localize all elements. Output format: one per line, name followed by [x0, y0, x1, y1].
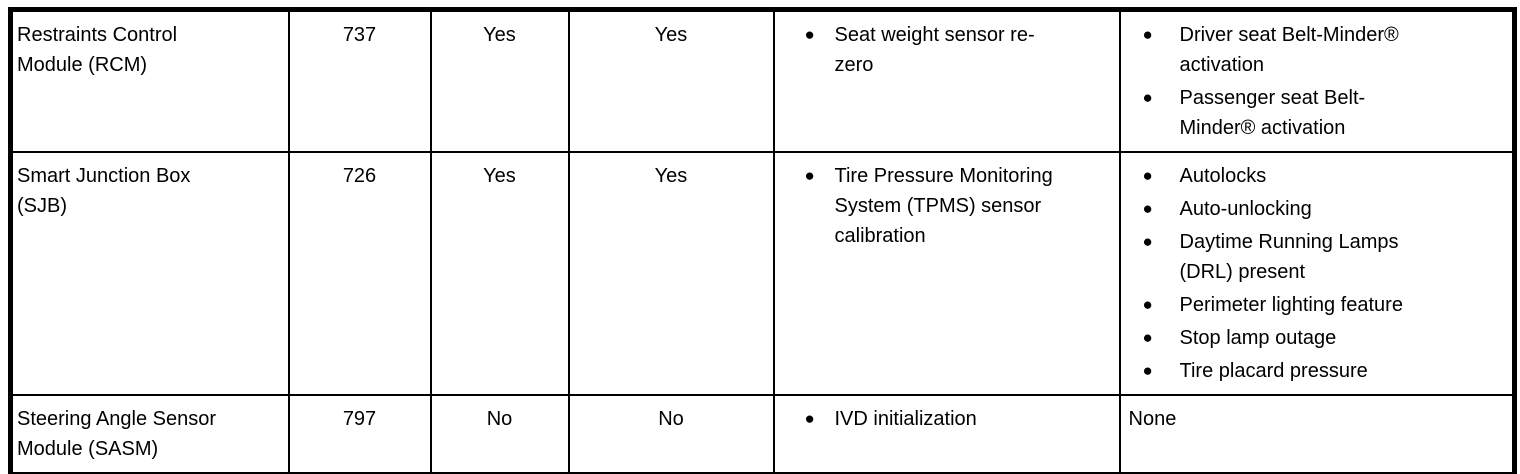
list-item: ● Driver seat Belt-Minder® activation: [1143, 20, 1513, 80]
table-row: Restraints Control Module (RCM) 737 Yes …: [9, 8, 1516, 153]
cell-module-code: 797: [287, 394, 432, 474]
table-row: Smart Junction Box (SJB) 726 Yes Yes ● T…: [9, 151, 1516, 396]
cell-module-code: 737: [287, 8, 432, 153]
cell-flag-2: No: [567, 394, 775, 474]
list-item: ● Stop lamp outage: [1143, 323, 1513, 353]
cell-flag-2: Yes: [567, 8, 775, 153]
cell-flag-1: No: [429, 394, 570, 474]
bullet-icon: ●: [1142, 232, 1153, 251]
bullet-icon: ●: [1142, 199, 1153, 218]
procedure-list: ● Seat weight sensor re-zero: [776, 20, 1118, 80]
list-item-text: IVD initialization: [834, 408, 977, 430]
bullet-icon: ●: [1142, 328, 1153, 347]
table-row: Steering Angle Sensor Module (SASM) 797 …: [9, 394, 1516, 474]
bullet-icon: ●: [1142, 361, 1153, 380]
cell-module-name: Smart Junction Box (SJB): [9, 151, 290, 396]
module-reprogram-table: Restraints Control Module (RCM) 737 Yes …: [8, 7, 1517, 474]
cell-features-none: None: [1118, 394, 1516, 474]
cell-procedures: ● IVD initialization: [772, 394, 1121, 474]
cell-flag-1: Yes: [429, 8, 570, 153]
list-item: ● Tire placard pressure: [1143, 356, 1513, 386]
list-item: ● Passenger seat Belt-Minder® activation: [1143, 83, 1513, 143]
list-item: ● Tire Pressure Monitoring System (TPMS)…: [804, 161, 1118, 251]
bullet-icon: ●: [804, 409, 815, 428]
list-item-text: Autolocks: [1179, 165, 1267, 187]
list-item: ● Perimeter lighting feature: [1143, 290, 1513, 320]
cell-module-code: 726: [287, 151, 432, 396]
list-item-text: Tire Pressure Monitoring System (TPMS) s…: [834, 165, 1053, 247]
procedure-list: ● IVD initialization: [776, 404, 1118, 434]
bullet-icon: ●: [1142, 25, 1153, 44]
list-item: ● Seat weight sensor re-zero: [804, 20, 1118, 80]
cell-flag-2: Yes: [567, 151, 775, 396]
bullet-icon: ●: [1142, 88, 1153, 107]
bullet-icon: ●: [1142, 166, 1153, 185]
list-item: ● Auto-unlocking: [1143, 194, 1513, 224]
cell-procedures: ● Tire Pressure Monitoring System (TPMS)…: [772, 151, 1121, 396]
feature-list: ● Autolocks ● Auto-unlocking ● Daytime R…: [1122, 161, 1513, 386]
list-item-text: Seat weight sensor re-zero: [834, 24, 1035, 76]
list-item-text: Stop lamp outage: [1179, 327, 1337, 349]
list-item-text: Driver seat Belt-Minder® activation: [1179, 24, 1399, 76]
bullet-icon: ●: [1142, 295, 1153, 314]
list-item-text: Auto-unlocking: [1179, 198, 1312, 220]
list-item: ● Autolocks: [1143, 161, 1513, 191]
list-item: ● Daytime Running Lamps (DRL) present: [1143, 227, 1513, 287]
cell-module-name: Restraints Control Module (RCM): [9, 8, 290, 153]
cell-procedures: ● Seat weight sensor re-zero: [772, 8, 1121, 153]
bullet-icon: ●: [804, 166, 815, 185]
list-item-text: Daytime Running Lamps (DRL) present: [1179, 231, 1399, 283]
cell-features: ● Autolocks ● Auto-unlocking ● Daytime R…: [1118, 151, 1516, 396]
feature-list: ● Driver seat Belt-Minder® activation ● …: [1122, 20, 1513, 143]
bullet-icon: ●: [804, 25, 815, 44]
cell-flag-1: Yes: [429, 151, 570, 396]
list-item: ● IVD initialization: [804, 404, 1118, 434]
list-item-text: Tire placard pressure: [1179, 360, 1368, 382]
list-item-text: Perimeter lighting feature: [1179, 294, 1403, 316]
cell-features: ● Driver seat Belt-Minder® activation ● …: [1118, 8, 1516, 153]
list-item-text: Passenger seat Belt-Minder® activation: [1179, 87, 1366, 139]
procedure-list: ● Tire Pressure Monitoring System (TPMS)…: [776, 161, 1118, 251]
cell-module-name: Steering Angle Sensor Module (SASM): [9, 394, 290, 474]
